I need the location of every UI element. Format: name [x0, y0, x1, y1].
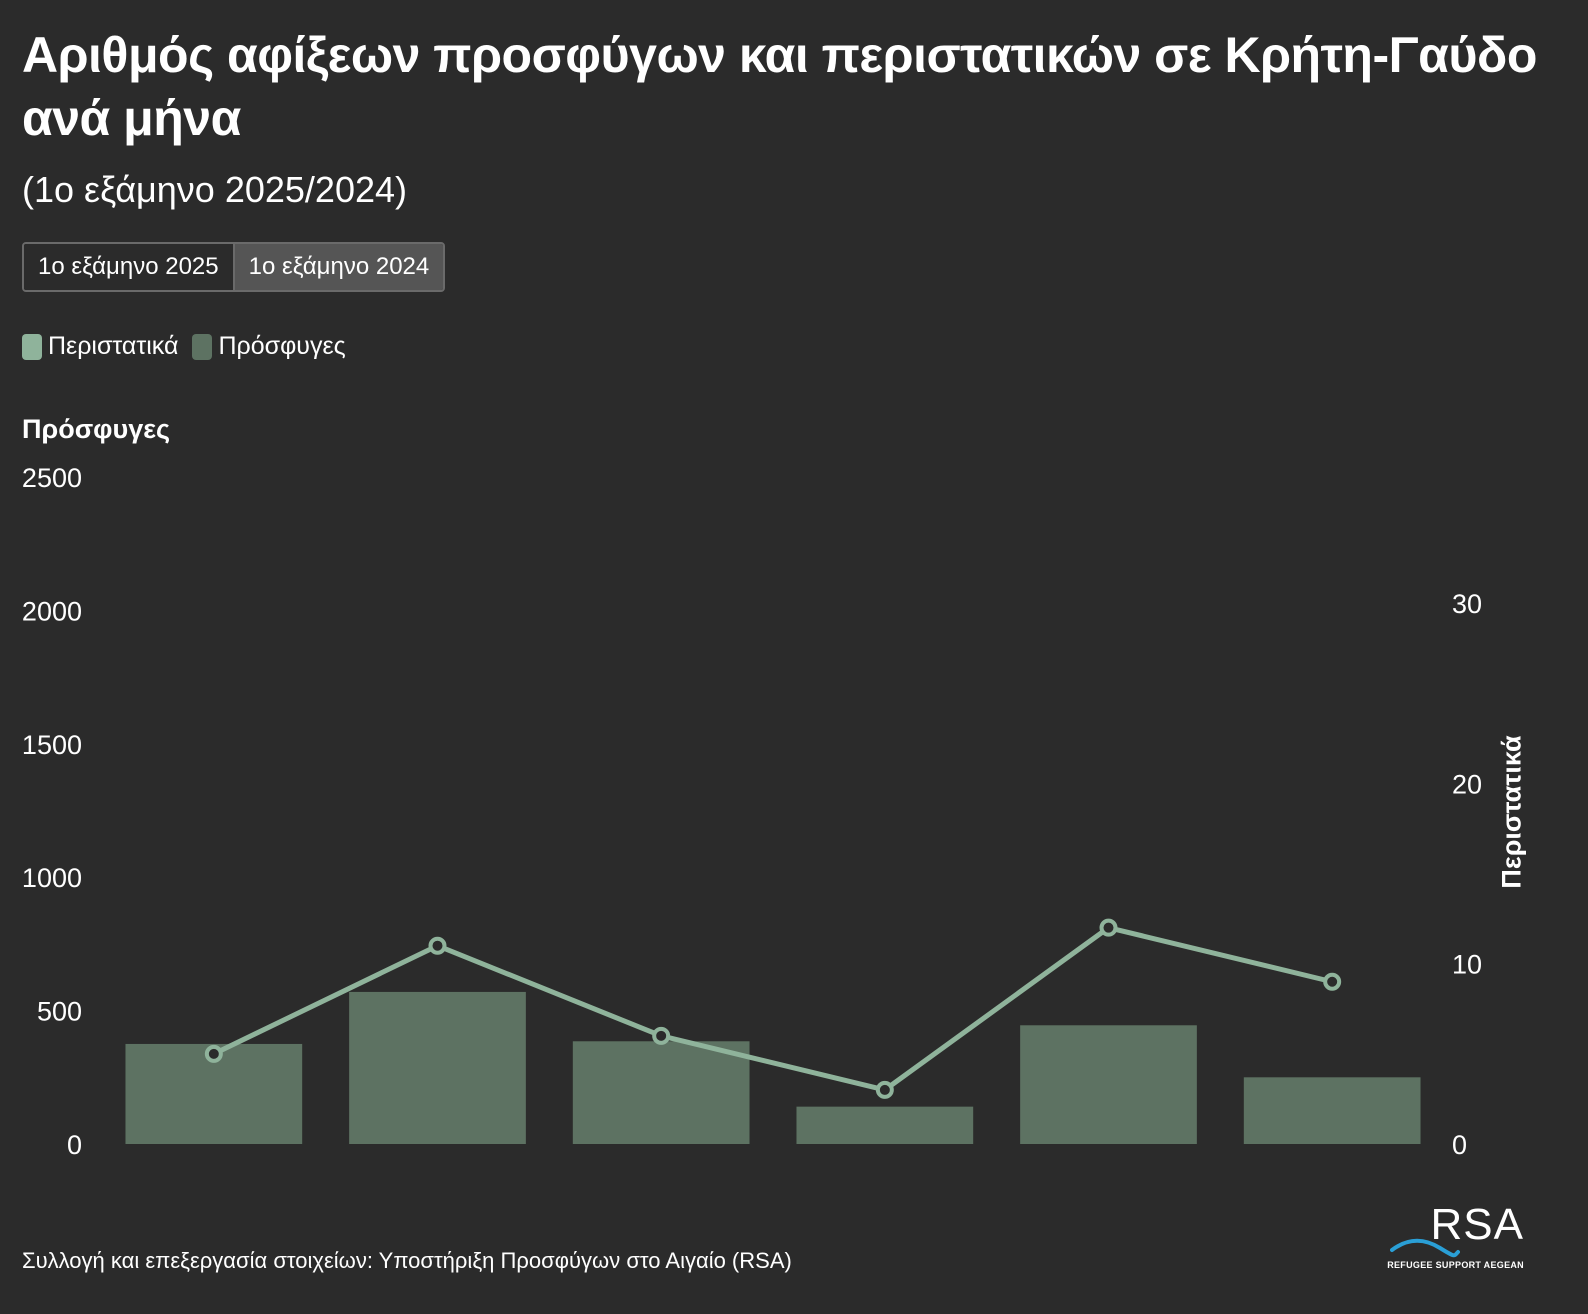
logo-text: RSA [1430, 1200, 1524, 1249]
incidents-point [1099, 918, 1118, 937]
incidents-point [875, 1080, 894, 1099]
left-tick-label: 2500 [22, 463, 82, 493]
refugees-bar [572, 1041, 750, 1144]
legend-swatch-refugees [192, 333, 213, 360]
legend-swatch-incidents [22, 333, 42, 360]
period-toggle: 1ο εξάμηνο 2025 1ο εξάμηνο 2024 [22, 242, 446, 292]
left-tick-label: 2000 [22, 596, 82, 626]
chart-title: Αριθμός αφίξεων προσφύγων και περιστατικ… [22, 27, 1537, 146]
incidents-point [204, 1044, 223, 1063]
wave-icon [1390, 1238, 1460, 1258]
refugees-bar [1243, 1077, 1421, 1144]
incidents-point [652, 1026, 671, 1045]
incidents-point [428, 936, 447, 955]
incidents-point [1323, 972, 1342, 991]
left-axis-title: Πρόσφυγες [22, 414, 171, 444]
source-footer: Συλλογή και επεξεργασία στοιχείων: Υποστ… [22, 1248, 792, 1273]
left-tick-label: 500 [37, 997, 82, 1027]
left-tick-label: 1500 [22, 730, 82, 760]
incidents-line [212, 925, 1333, 1093]
right-tick-label: 0 [1452, 1130, 1467, 1160]
right-tick-label: 30 [1452, 589, 1482, 619]
legend-label-refugees: Πρόσφυγες [218, 332, 346, 360]
refugees-bar [796, 1106, 974, 1144]
legend-label-incidents: Περιστατικά [48, 332, 179, 360]
rsa-logo: RSA REFUGEE SUPPORT AEGEAN [1387, 1200, 1530, 1274]
left-tick-label: 1000 [22, 863, 82, 893]
toggle-2024-button[interactable]: 1ο εξάμηνο 2024 [232, 244, 444, 290]
refugees-bar [1020, 1025, 1197, 1144]
logo-subtext: REFUGEE SUPPORT AEGEAN [1387, 1260, 1524, 1270]
chart-subtitle: (1ο εξάμηνο 2025/2024) [22, 169, 407, 210]
legend-item-refugees[interactable]: Πρόσφυγες [192, 332, 346, 361]
toggle-2025-button[interactable]: 1ο εξάμηνο 2025 [24, 244, 233, 290]
chart-legend: Περιστατικά Πρόσφυγες [22, 332, 360, 361]
refugees-bar [349, 991, 526, 1144]
legend-item-incidents[interactable]: Περιστατικά [22, 332, 178, 361]
right-tick-label: 10 [1452, 950, 1482, 980]
left-tick-label: 0 [67, 1130, 82, 1160]
right-tick-label: 20 [1452, 769, 1482, 799]
